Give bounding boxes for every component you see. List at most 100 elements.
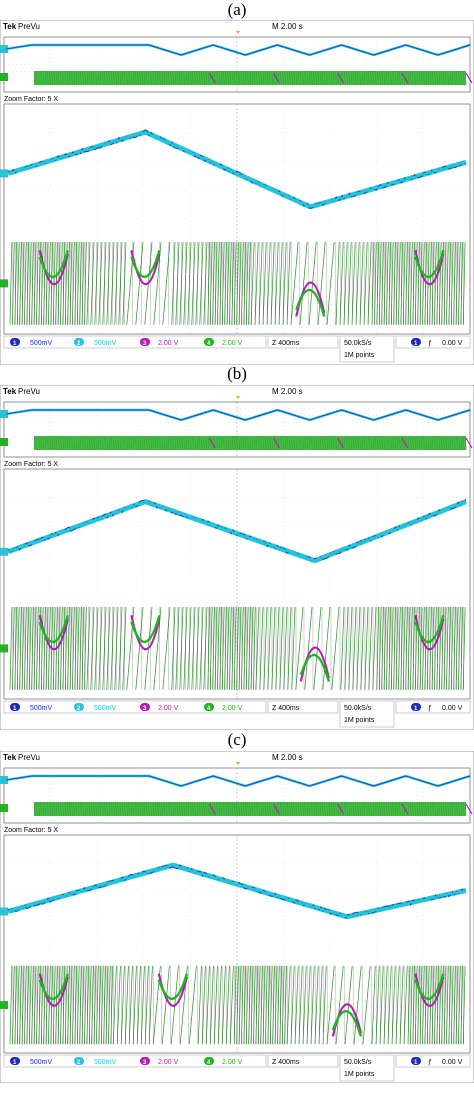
channel-2-scale: 500mV [94,705,117,712]
channel-3-readout[interactable]: 3 2.00 V [140,1057,179,1066]
trigger-slope-icon: ƒ [428,340,432,347]
channel-1-bubble [10,338,20,346]
status-bar: 1 500mV 2 500mV 3 2.00 V 4 2.00 V Z 400m… [3,1054,471,1082]
channel-2-ground-marker [0,169,8,178]
scope-c: Tek PreVu M 2.00 s Zoom Factor: 5 X 1 50… [0,751,474,1096]
overview-channel-3-fleck [208,437,216,449]
overview-channel-3-fleck [272,803,280,815]
channel-2-ground-marker [0,907,8,916]
zoom-channel-4-cusp [331,1010,363,1037]
zoom-time-box [267,335,339,349]
overview-channel-3-fleck [337,437,345,449]
zoom-time: Z 400ms [272,1059,300,1066]
channel-1-ground-marker [0,45,8,53]
channel-1-readout[interactable]: 1 500mV [10,1057,53,1066]
zoom-channel-4-cusp [38,249,69,279]
channel-readout-box [3,335,267,349]
sample-rate: 50.0kS/s [344,1059,372,1066]
overview-channel-3-fleck [272,437,280,449]
zoom-time-box [267,1054,339,1068]
zoom-factor-label: Zoom Factor: 5 X [4,827,58,834]
channel-4-readout[interactable]: 4 2.00 V [204,703,243,712]
zoom-traces [0,862,467,1045]
channel-2-readout[interactable]: 2 500mV [74,338,117,347]
zoom-channel-2-overlay [7,131,467,208]
scope-c-svg: Tek PreVu M 2.00 s Zoom Factor: 5 X 1 50… [0,751,474,1083]
panel-label-b: (b) [227,364,247,383]
overview-channel-3-fleck [337,803,345,815]
overview-channel-3-hatch [33,801,467,817]
overview-channel-3-fleck [272,72,280,84]
channel-4-number: 4 [207,706,211,712]
record-length: 1M points [344,1071,375,1078]
scope-a: Tek PreVu M 2.00 s Zoom Factor: 5 X 1 50… [0,20,474,365]
zoom-channel-4-cusp [38,614,69,644]
overview-traces [0,774,473,817]
tek-logo: Tek [3,753,17,762]
zoom-channel-4-cusp [157,973,189,1001]
overview-channel-3-fleck [465,803,473,815]
zoom-factor-label: Zoom Factor: 5 X [4,461,58,468]
zoom-traces [0,129,467,325]
trigger-source-bubble [411,338,421,346]
channel-3-readout[interactable]: 3 2.00 V [140,338,179,347]
overview-traces [0,408,473,451]
channel-3-readout[interactable]: 3 2.00 V [140,703,179,712]
channel-readout-box [3,1054,267,1068]
channel-1-readout[interactable]: 1 500mV [10,338,53,347]
channel-3-bubble [140,338,150,346]
trigger-source: 1 [414,1060,418,1066]
channel-1-readout[interactable]: 1 500mV [10,703,53,712]
panel-label-a: (a) [227,0,247,19]
channel-4-readout[interactable]: 4 2.00 V [204,1057,243,1066]
trigger-position-marker [236,31,240,34]
channel-1-ground-marker [0,410,8,418]
channel-1-number: 1 [13,341,17,347]
channel-3-scale: 2.00 V [158,1059,179,1066]
trigger-position-marker [236,762,240,765]
zoom-channel-4-cusp [414,614,445,644]
status-bar: 1 500mV 2 500mV 3 2.00 V 4 2.00 V Z 400m… [3,700,471,728]
channel-4-readout[interactable]: 4 2.00 V [204,338,243,347]
zoom-channel-4-cusp [130,614,161,644]
channel-2-bubble [74,1057,84,1065]
channel-4-bubble [204,1057,214,1065]
channel-1-bubble [10,1057,20,1065]
record-length: 1M points [344,352,375,359]
channel-2-readout[interactable]: 2 500mV [74,1057,117,1066]
channel-2-scale: 500mV [94,340,117,347]
timebase-label: M 2.00 s [272,387,303,396]
panel-label-c: (c) [227,730,247,749]
channel-1-bubble [10,703,20,711]
channel-3-scale: 2.00 V [158,340,179,347]
channel-4-bubble [204,338,214,346]
scope-b: Tek PreVu M 2.00 s Zoom Factor: 5 X 1 50… [0,385,474,730]
zoom-channel-4-cusp [295,288,326,317]
zoom-time-box [267,700,339,714]
trigger-level: 0.00 V [442,340,463,347]
channel-2-scale: 500mV [94,1059,117,1066]
trigger-level: 0.00 V [442,705,463,712]
channel-1-scale: 500mV [30,340,53,347]
zoom-channel-4-cusp [414,973,445,1001]
overview-channel-3-fleck [401,72,409,84]
sample-rate: 50.0kS/s [344,340,372,347]
zoom-channel-2-overlay [7,864,467,918]
overview-channel-3-fleck [465,437,473,449]
timebase-label: M 2.00 s [272,753,303,762]
zoom-traces [0,498,467,690]
trigger-slope-icon: ƒ [428,705,432,712]
channel-4-scale: 2.00 V [222,340,243,347]
trigger-source-bubble [411,1057,421,1065]
channel-1-scale: 500mV [30,1059,53,1066]
channel-3-bubble [140,1057,150,1065]
trigger-source: 1 [414,706,418,712]
overview-channel-3-hatch [33,435,467,451]
acquisition-box [339,335,395,363]
channel-2-readout[interactable]: 2 500mV [74,703,117,712]
channel-4-scale: 2.00 V [222,1059,243,1066]
channel-4-number: 4 [207,341,211,347]
sample-rate: 50.0kS/s [344,705,372,712]
zoom-channel-4-cusp [414,249,445,279]
channel-4-ground-marker [0,644,8,653]
